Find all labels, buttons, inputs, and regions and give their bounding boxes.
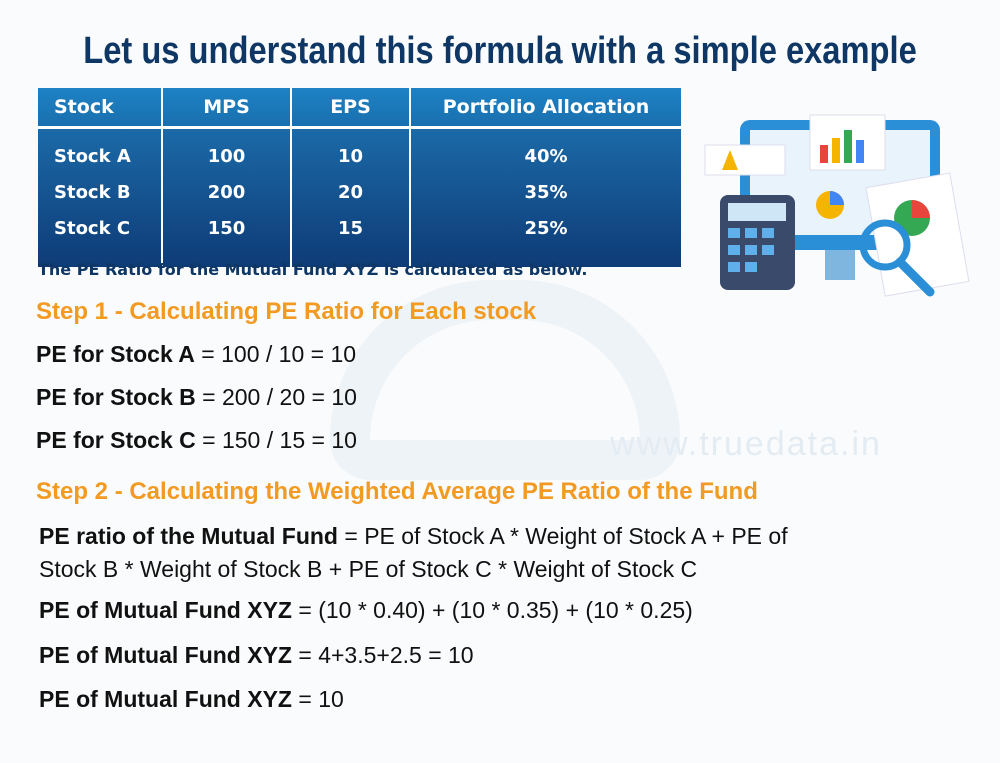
label: PE for Stock A <box>36 341 195 367</box>
cell-allocation: 25% <box>524 217 568 239</box>
formula: = 150 / 15 = 10 <box>195 427 357 453</box>
label: PE for Stock B <box>36 384 196 410</box>
stock-table: Stock MPS EPS Portfolio Allocation Stock… <box>38 88 681 267</box>
formula: = 200 / 20 = 10 <box>195 384 357 410</box>
finance-illustration <box>704 114 970 297</box>
intro-text: The PE Ratio for the Mutual Fund XYZ is … <box>38 260 588 279</box>
step2-line: PE of Mutual Fund XYZ = (10 * 0.40) + (1… <box>39 597 693 624</box>
step1-line: PE for Stock B = 200 / 20 = 10 <box>36 384 357 411</box>
step1-line: PE for Stock A = 100 / 10 = 10 <box>36 341 356 368</box>
step2-line: PE ratio of the Mutual Fund = PE of Stoc… <box>39 520 788 586</box>
cell-mps: 200 <box>162 174 292 210</box>
step2-heading: Step 2 - Calculating the Weighted Averag… <box>36 478 758 505</box>
cell-stock: Stock B <box>38 174 163 210</box>
table-row: Stock A 100 10 40% <box>38 127 681 174</box>
cell-eps: 20 <box>291 174 411 210</box>
step1-line: PE for Stock C = 150 / 15 = 10 <box>36 427 357 454</box>
header-stock: Stock <box>38 88 163 129</box>
table-row: Stock B 200 20 35% <box>38 174 681 210</box>
page-title: Let us understand this formula with a si… <box>83 30 917 72</box>
formula: = 100 / 10 = 10 <box>194 341 357 367</box>
label: PE ratio of the Mutual Fund <box>39 523 338 549</box>
watermark-text: www.truedata.in <box>610 425 882 463</box>
formula-continued: Stock B * Weight of Stock B + PE of Stoc… <box>39 556 698 582</box>
formula: = 10 <box>291 686 344 712</box>
cell-allocation: 40% <box>524 145 568 167</box>
header-allocation: Portfolio Allocation <box>410 88 681 129</box>
header-eps: EPS <box>291 88 411 129</box>
step1-heading: Step 1 - Calculating PE Ratio for Each s… <box>36 298 537 325</box>
formula: = PE of Stock A * Weight of Stock A + PE… <box>337 523 788 549</box>
formula: = 4+3.5+2.5 = 10 <box>291 642 474 668</box>
label: PE for Stock C <box>36 427 196 453</box>
cell-mps: 150 <box>162 210 292 267</box>
table-row: Stock C 150 15 25% <box>38 210 681 267</box>
cell-allocation: 35% <box>524 181 568 203</box>
step2-line: PE of Mutual Fund XYZ = 4+3.5+2.5 = 10 <box>39 642 474 669</box>
cell-eps: 10 <box>291 127 411 174</box>
label: PE of Mutual Fund XYZ <box>39 597 292 623</box>
step2-line: PE of Mutual Fund XYZ = 10 <box>39 686 344 713</box>
formula: = (10 * 0.40) + (10 * 0.35) + (10 * 0.25… <box>291 597 693 623</box>
cell-stock: Stock C <box>38 210 163 267</box>
label: PE of Mutual Fund XYZ <box>39 642 292 668</box>
header-mps: MPS <box>162 88 292 129</box>
cell-mps: 100 <box>162 127 292 174</box>
label: PE of Mutual Fund XYZ <box>39 686 292 712</box>
cell-stock: Stock A <box>38 127 163 174</box>
cell-eps: 15 <box>291 210 411 267</box>
